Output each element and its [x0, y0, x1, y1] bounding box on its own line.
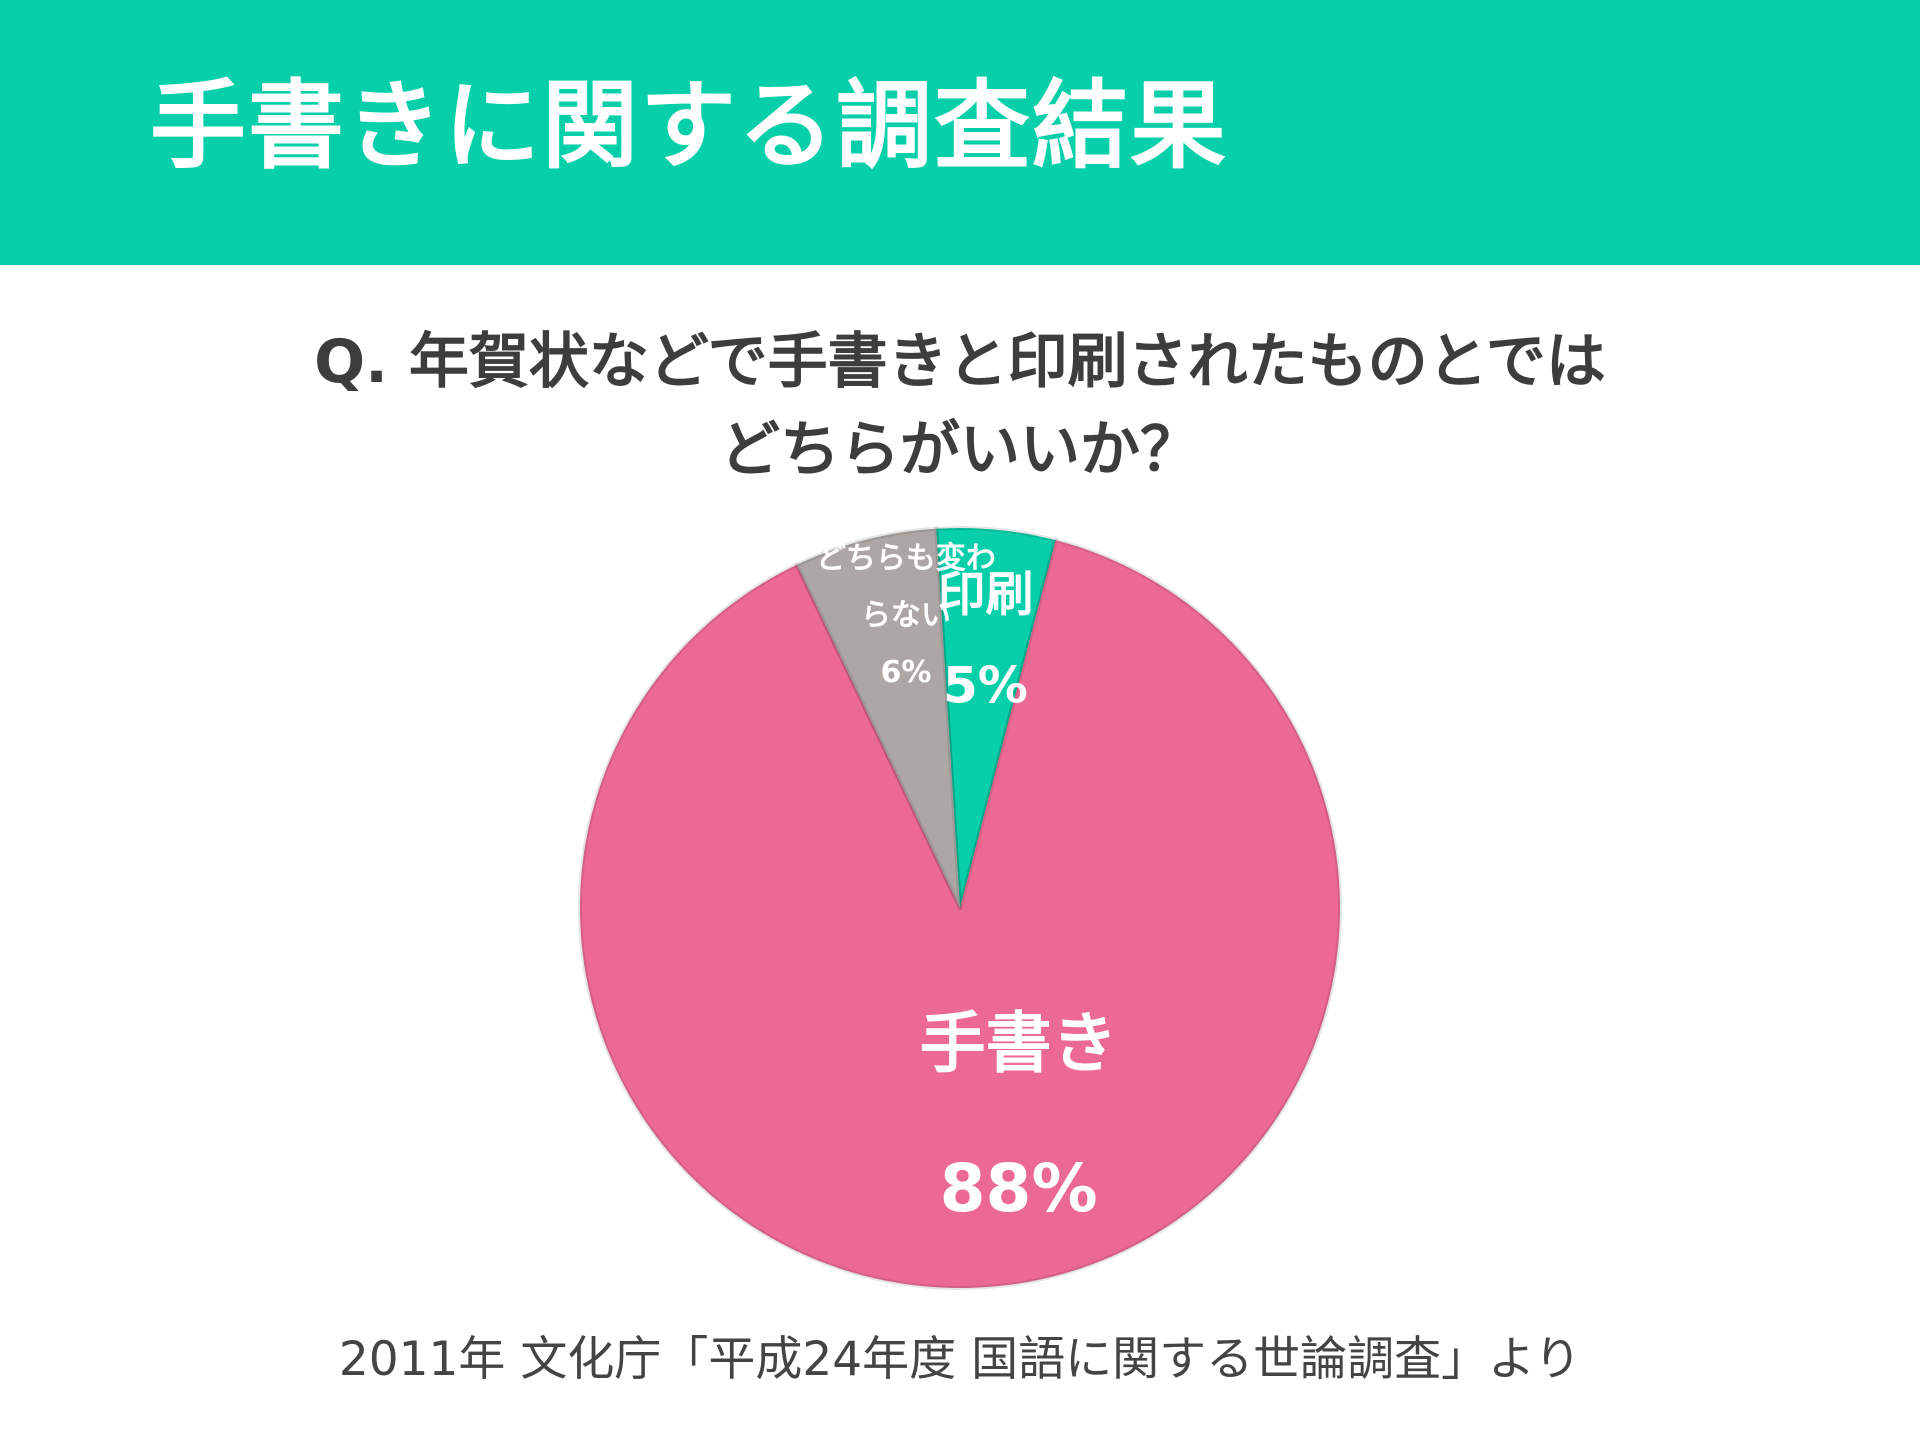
slice-value-label-2: 88%: [940, 1150, 1098, 1227]
question-line-2: どちらがいいか？: [720, 415, 1200, 485]
source-note: 2011年 文化庁「平成24年度 国語に関する世論調査」より: [338, 1332, 1582, 1387]
slice-label-3: らない: [861, 598, 951, 633]
slice-value-label-3: 6%: [880, 655, 931, 690]
slice-label-1: 印刷: [937, 567, 1033, 623]
pie-slice-3: [794, 526, 962, 910]
slice-label-3: どちらも変わ: [816, 541, 996, 576]
slice-value-label-1: 5%: [943, 656, 1028, 714]
pie-slice-1: [934, 526, 1058, 910]
pie-slice-2: [578, 538, 1342, 1290]
slice-label-2: 手書き: [920, 1005, 1118, 1082]
question-text: Q. 年賀状などで手書きと印刷されたものとでは どちらがいいか？: [0, 318, 1920, 494]
header-bar: 手書きに関する調査結果: [0, 0, 1920, 265]
question-line-1: Q. 年賀状などで手書きと印刷されたものとでは: [314, 327, 1606, 397]
page-title: 手書きに関する調査結果: [150, 70, 1228, 182]
